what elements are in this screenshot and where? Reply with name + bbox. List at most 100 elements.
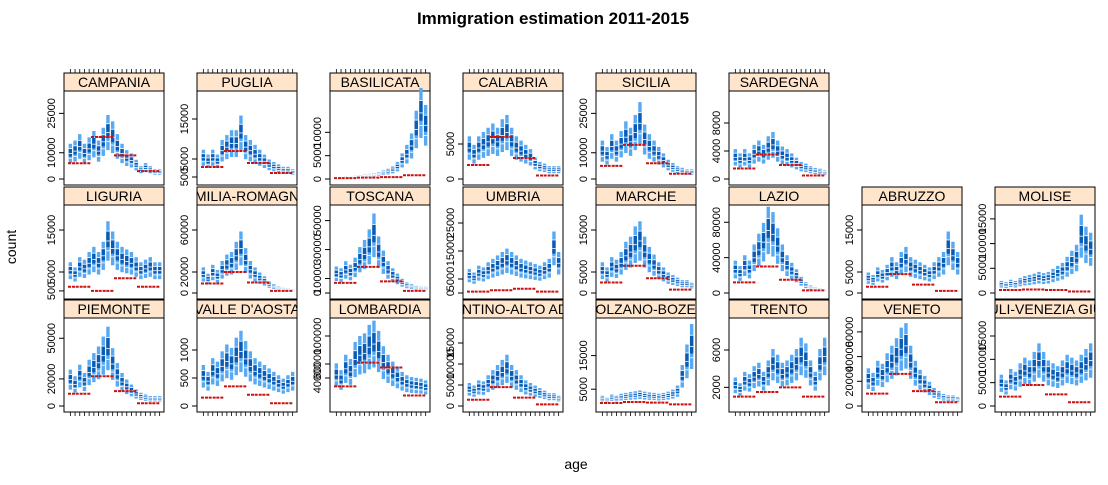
bar-core: [1023, 278, 1027, 283]
bar-core: [514, 142, 519, 152]
bar-core: [381, 256, 386, 266]
bar-core: [913, 367, 918, 378]
y-tick-label: 5000: [578, 377, 590, 401]
bar-core: [766, 366, 770, 377]
bar-core: [685, 353, 689, 367]
bar-core: [395, 372, 400, 381]
y-tick-label: 20000: [46, 364, 58, 395]
bar-core: [362, 247, 367, 260]
bar-core: [344, 361, 348, 374]
panel-title: ABRUZZO: [879, 188, 946, 204]
bar-core: [876, 270, 880, 277]
bar-core: [339, 271, 343, 278]
bar-core: [505, 254, 509, 265]
bar-core: [633, 123, 637, 139]
panel-title: TRENTO: [750, 301, 807, 317]
y-tick-label: 8000: [711, 111, 723, 135]
bar-core: [148, 262, 152, 271]
y-tick-label: 40000: [312, 363, 324, 394]
bar-core: [262, 158, 267, 164]
y-tick-label: 15000: [977, 321, 989, 352]
bar-core: [542, 266, 547, 274]
bar-core: [139, 266, 143, 274]
bar-core: [68, 266, 73, 274]
y-tick-label: 10000: [977, 344, 989, 375]
bar-core: [267, 373, 271, 382]
bar-core: [775, 361, 780, 374]
bar-core: [495, 260, 500, 269]
bar-core: [129, 156, 134, 163]
bar-core: [937, 262, 941, 271]
bar-core: [638, 231, 642, 248]
bar-core: [419, 100, 423, 121]
y-tick-label: 0: [179, 290, 191, 296]
bar-core: [1056, 269, 1060, 276]
bar-core: [1084, 235, 1088, 251]
y-tick-label: 15000: [977, 204, 989, 235]
bar-core: [509, 257, 514, 267]
bar-core: [738, 156, 742, 163]
bar-core: [481, 270, 486, 277]
bar-core: [866, 275, 871, 280]
bar-core: [752, 149, 756, 158]
y-tick-label: 15000: [844, 215, 856, 246]
y-tick-label: 5000: [445, 132, 457, 156]
bar-core: [871, 277, 875, 282]
bar-core: [348, 268, 353, 275]
bar-core: [785, 153, 789, 160]
bar-core: [201, 270, 206, 277]
bar-core: [904, 334, 908, 354]
bar-core: [785, 260, 789, 269]
bar-core: [106, 231, 110, 248]
bar-core: [799, 164, 803, 169]
bar-core: [822, 347, 827, 363]
bar-core: [951, 248, 955, 261]
bar-core: [348, 365, 353, 376]
bar-core: [614, 264, 619, 272]
bar-core: [733, 381, 738, 388]
bar-core: [533, 388, 537, 393]
bar-core: [1060, 267, 1065, 274]
bar-core: [775, 145, 780, 155]
y-tick-label: 0: [445, 403, 457, 409]
bar-core: [1056, 371, 1060, 381]
bar-core: [376, 341, 381, 358]
bar-core: [125, 255, 129, 266]
bar-core: [215, 367, 220, 378]
bar-core: [68, 148, 73, 157]
bar-core: [1065, 261, 1069, 270]
bar-core: [1027, 277, 1032, 282]
bar-core: [885, 360, 889, 373]
y-tick-label: 0: [844, 290, 856, 296]
bar-core: [225, 353, 229, 367]
bar-core: [358, 253, 362, 264]
bar-core: [894, 347, 899, 363]
bar-core: [73, 380, 77, 387]
bar-core: [1084, 357, 1088, 370]
bar-core: [372, 332, 376, 352]
y-axis-label: count: [3, 230, 19, 264]
bar-core: [68, 374, 73, 383]
y-tick-label: 0: [445, 290, 457, 296]
bar-core: [101, 248, 105, 261]
y-tick-label: 5000: [578, 260, 590, 284]
bar-core: [157, 266, 162, 274]
bar-core: [908, 354, 913, 368]
bar-core: [272, 376, 276, 385]
panel-title: BASILICATA: [341, 74, 421, 90]
bar-core: [229, 356, 234, 369]
bar-core: [115, 248, 120, 261]
bar-core: [500, 127, 504, 141]
bar-core: [790, 156, 794, 163]
bar-core: [500, 257, 504, 267]
y-tick-label: 30000: [312, 234, 324, 265]
bar-core: [472, 388, 476, 393]
y-tick-label: 0: [312, 176, 324, 182]
bar-core: [215, 273, 220, 279]
bar-core: [472, 275, 476, 280]
bar-core: [239, 124, 243, 139]
panel-title: PUGLIA: [221, 74, 273, 90]
